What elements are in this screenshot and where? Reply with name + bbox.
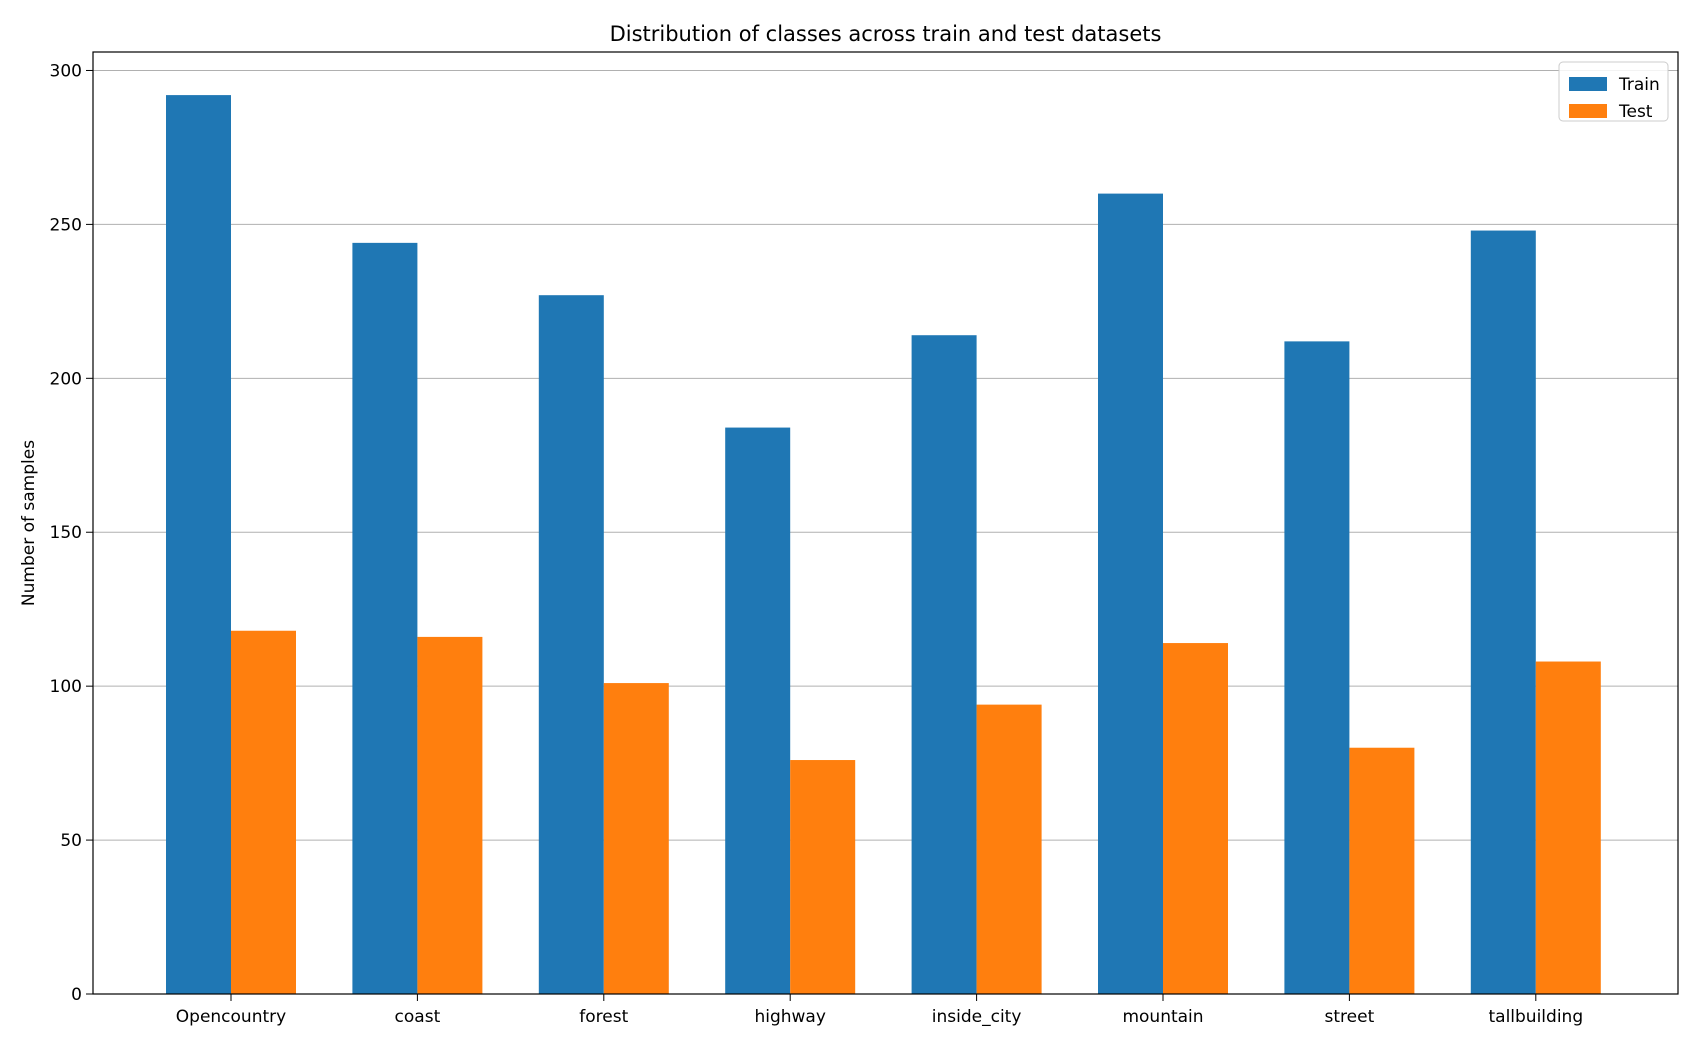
bar-train-coast: [352, 242, 418, 995]
bar-train-highway: [725, 427, 791, 995]
y-tick-label: 150: [50, 523, 82, 543]
gridlines: [93, 69, 1678, 841]
x-tick-label: tallbuilding: [1488, 1007, 1583, 1027]
x-tick-label: forest: [579, 1007, 628, 1027]
bar-test-inside_city: [976, 704, 1042, 994]
y-tick-label: 200: [50, 369, 82, 389]
legend-label-train: Train: [1618, 75, 1660, 95]
bar-train-mountain: [1098, 193, 1163, 994]
bar-train-street: [1284, 341, 1350, 994]
chart-title: Distribution of classes across train and…: [610, 22, 1162, 46]
y-tick-label: 100: [50, 677, 82, 697]
bar-test-opencountry: [231, 630, 296, 994]
bar-test-street: [1349, 747, 1415, 994]
y-tick-label: 50: [60, 831, 82, 851]
bar-train-opencountry: [166, 95, 231, 995]
x-tick-label: Opencountry: [176, 1007, 286, 1027]
x-tick-label: street: [1325, 1007, 1375, 1027]
legend-swatch-train: [1569, 77, 1607, 91]
bar-test-mountain: [1163, 643, 1228, 994]
y-tick-label: 300: [50, 61, 82, 81]
legend-label-test: Test: [1618, 102, 1653, 122]
x-tick-label: mountain: [1122, 1007, 1203, 1027]
x-tick-label: inside_city: [932, 1007, 1022, 1027]
bar-train-inside_city: [911, 335, 977, 994]
bars: [166, 95, 1601, 995]
bar-test-highway: [790, 760, 856, 994]
y-axis-ticks: 0 50 100 150 200 250 300: [50, 61, 93, 1005]
y-axis-title: Number of samples: [19, 440, 39, 606]
bar-train-tallbuilding: [1470, 230, 1536, 995]
legend: Train Test: [1558, 61, 1669, 122]
bar-test-forest: [603, 683, 669, 994]
legend-swatch-test: [1569, 104, 1607, 118]
y-tick-label: 0: [71, 985, 82, 1005]
bar-train-forest: [538, 295, 604, 995]
x-tick-label: coast: [395, 1007, 441, 1027]
bar-test-tallbuilding: [1535, 661, 1601, 994]
x-tick-label: highway: [754, 1007, 825, 1027]
x-axis-ticks: Opencountry coast forest highway inside_city…: [176, 994, 1583, 1027]
bar-test-coast: [417, 636, 483, 994]
plot-frame: [92, 51, 1679, 995]
y-tick-label: 250: [50, 215, 82, 235]
